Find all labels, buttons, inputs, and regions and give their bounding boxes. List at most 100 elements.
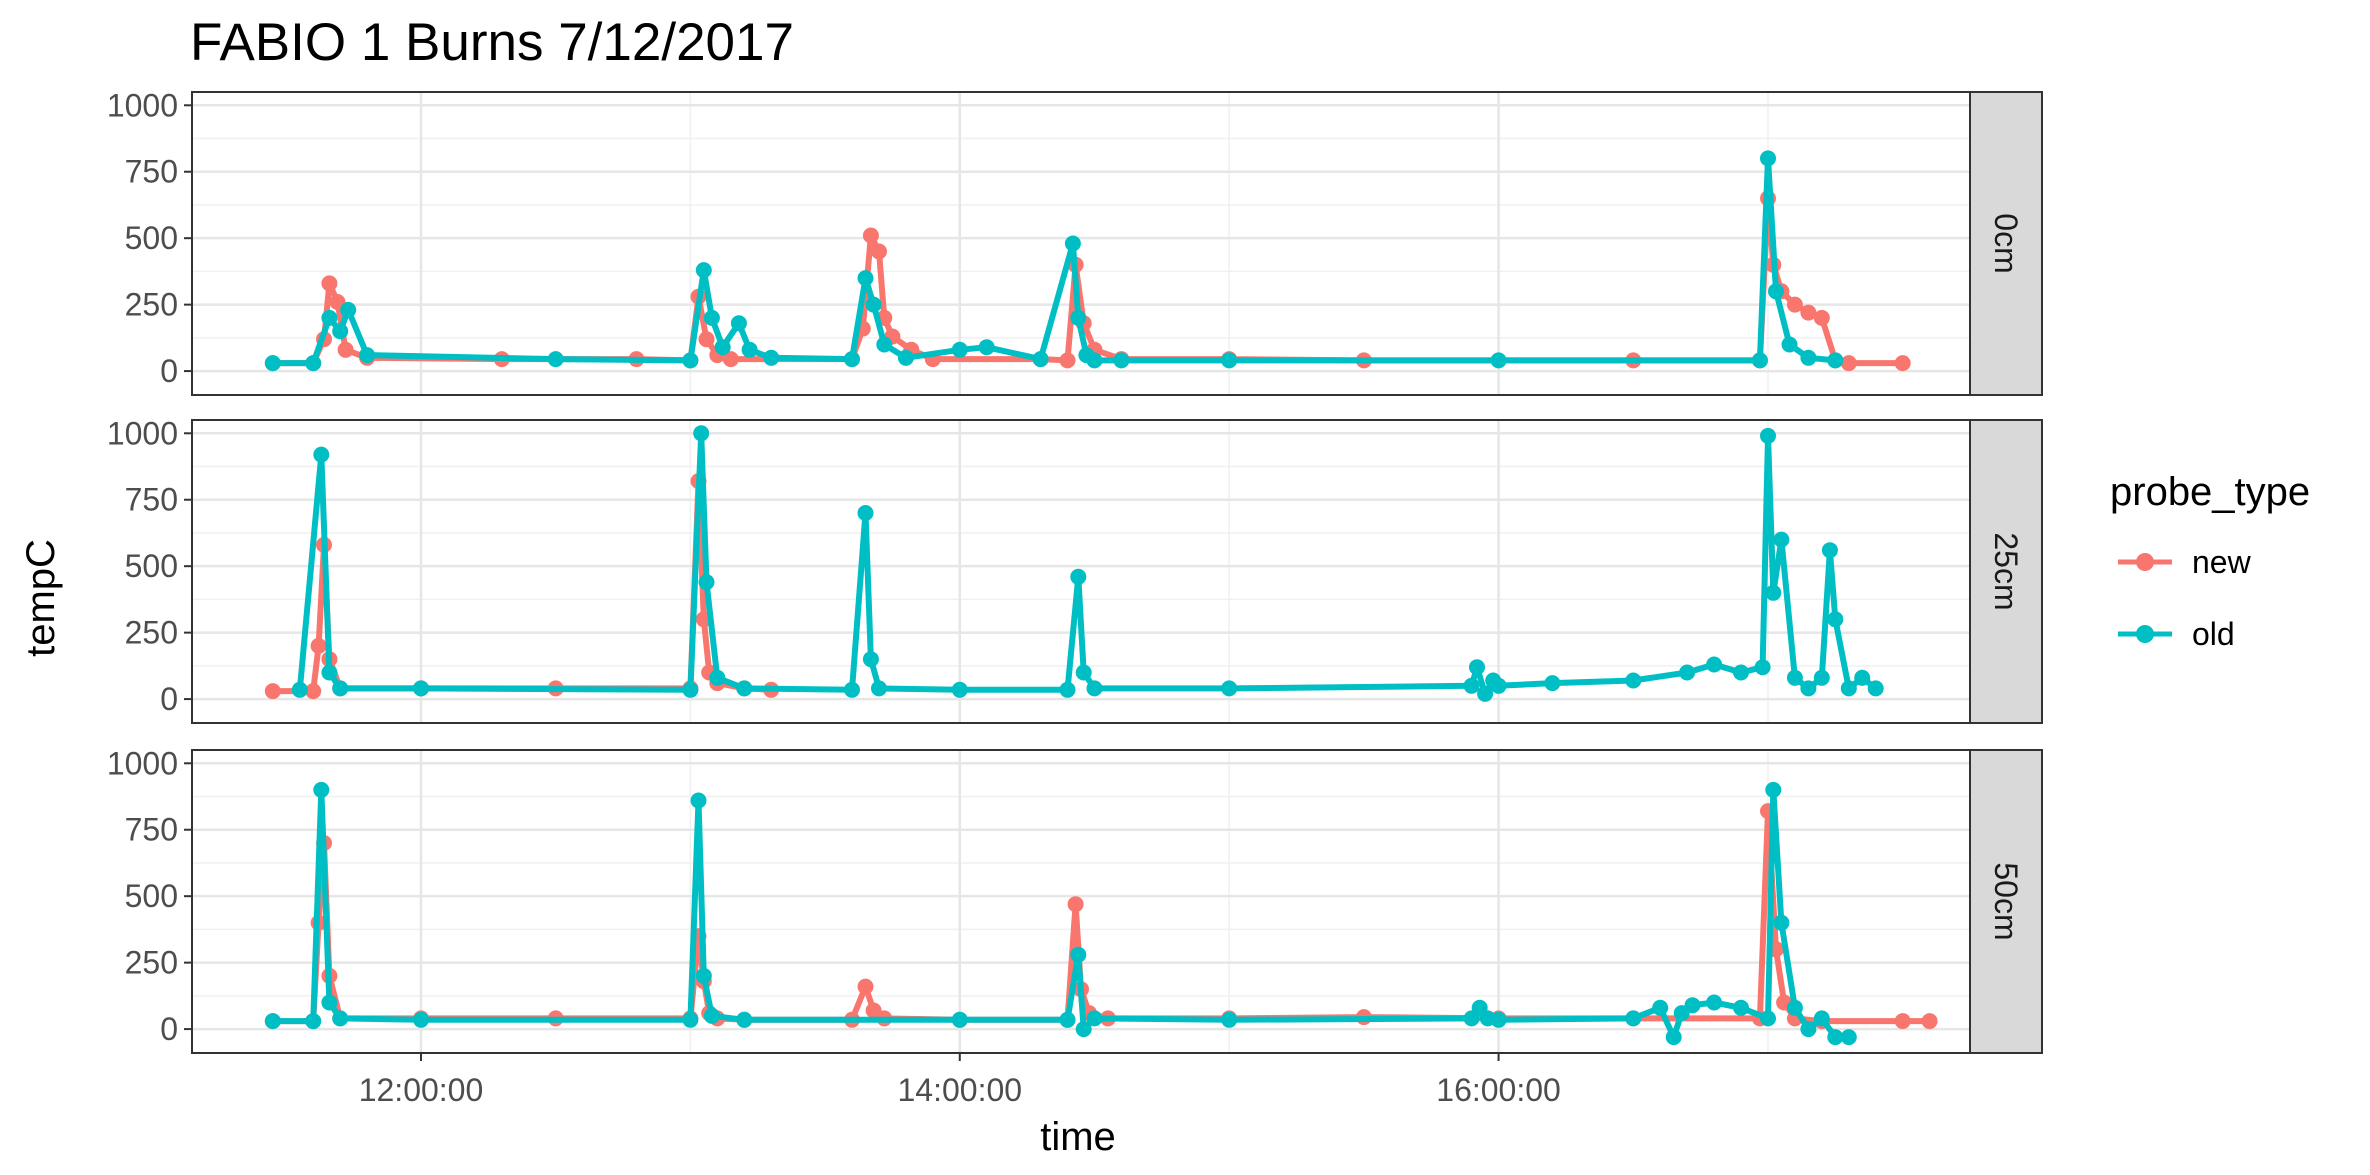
legend-label: new (2192, 544, 2252, 580)
y-tick-label: 1000 (107, 415, 178, 451)
data-point-new (1786, 296, 1803, 313)
data-point-old (1032, 351, 1049, 368)
x-tick-label: 16:00:00 (1436, 1072, 1561, 1108)
data-point-old (1086, 680, 1103, 697)
data-point-old (690, 792, 707, 809)
data-point-old (1821, 542, 1838, 559)
data-point-old (1490, 352, 1507, 369)
data-point-old (1800, 349, 1817, 366)
facet-panel-50cm: 0 250 500 750 1000 50cm (107, 745, 2043, 1054)
legend-items: new old (2118, 544, 2252, 652)
data-point-old (1827, 352, 1844, 369)
data-point-old (695, 967, 712, 984)
data-point-old (1706, 656, 1723, 673)
y-tick-label: 500 (125, 548, 178, 584)
facet-strip-label: 50cm (1988, 862, 2024, 940)
data-point-old (1665, 1029, 1682, 1046)
data-point-old (1760, 427, 1776, 444)
data-point-old (340, 301, 357, 318)
data-point-old (305, 355, 322, 372)
data-point-old (1059, 681, 1076, 698)
data-point-old (693, 425, 710, 442)
y-tick-label: 750 (125, 154, 178, 190)
data-point-new (1840, 355, 1857, 372)
data-point-old (1463, 677, 1480, 694)
data-point-old (1827, 611, 1844, 628)
facet-strip (1969, 419, 2043, 724)
data-point-old (871, 680, 887, 697)
data-point-old (359, 347, 376, 364)
data-point-old (736, 1011, 753, 1028)
legend-item-new: new (2118, 544, 2252, 580)
data-point-new (1059, 352, 1076, 369)
data-point-old (321, 664, 338, 681)
data-point-old (736, 680, 753, 697)
data-point-new (321, 275, 338, 292)
data-point-old (682, 681, 699, 698)
data-point-old (1733, 664, 1749, 681)
data-point-old (1086, 1010, 1103, 1027)
data-point-old (703, 309, 720, 326)
data-point-old (332, 1010, 349, 1027)
data-point-old (321, 309, 338, 326)
data-point-old (1490, 677, 1507, 694)
y-tick-label: 1000 (107, 87, 178, 123)
data-point-old (1840, 680, 1857, 697)
data-point-new (1894, 1013, 1911, 1030)
data-point-old (741, 341, 758, 358)
data-point-old (1113, 352, 1130, 369)
facet-strip (1969, 749, 2043, 1054)
data-point-new (1800, 304, 1817, 321)
data-point-old (1075, 664, 1092, 681)
data-point-old (1070, 309, 1087, 326)
data-point-old (844, 351, 860, 368)
data-point-old (682, 1011, 699, 1028)
data-point-new (871, 243, 887, 260)
data-point-old (951, 681, 968, 698)
data-point-old (1751, 352, 1768, 369)
data-point-new (698, 331, 715, 348)
data-point-old (1773, 531, 1790, 548)
data-point-old (1733, 999, 1749, 1016)
y-tick-label: 0 (160, 681, 178, 717)
data-point-old (844, 681, 860, 698)
data-point-old (332, 680, 349, 697)
data-point-old (1490, 1011, 1507, 1028)
data-point-new (337, 341, 354, 358)
data-point-old (413, 1011, 429, 1028)
data-point-old (1800, 1021, 1817, 1038)
data-point-old (1221, 680, 1238, 697)
data-point-old (1706, 994, 1723, 1011)
data-point-old (709, 669, 726, 686)
data-point-old (1800, 680, 1817, 697)
legend-key-point (2136, 553, 2154, 571)
data-point-old (264, 355, 281, 372)
data-point-old (1086, 352, 1103, 369)
data-point-old (1064, 235, 1081, 252)
data-point-new (1813, 309, 1830, 326)
data-point-old (865, 296, 882, 313)
legend-key-point (2136, 625, 2154, 643)
data-point-old (857, 270, 874, 287)
data-point-old (321, 994, 338, 1011)
data-point-old (1469, 659, 1485, 676)
data-point-new (1921, 1013, 1938, 1030)
data-point-old (862, 651, 879, 668)
data-point-old (264, 1013, 281, 1030)
facet-panels: 0 250 500 750 1000 0cm 0 250 500 750 1000 25cm 0 250 5… (107, 87, 2043, 1054)
facet-strip-label: 0cm (1988, 213, 2024, 273)
panel-background (192, 92, 1970, 395)
data-point-old (1827, 1029, 1844, 1046)
data-point-old (1070, 568, 1087, 585)
data-point-old (1813, 669, 1830, 686)
data-point-old (1221, 352, 1238, 369)
data-point-old (876, 336, 893, 353)
data-point-new (1067, 896, 1084, 913)
data-point-old (1625, 672, 1642, 689)
data-point-old (703, 1007, 720, 1024)
data-point-old (1059, 1011, 1076, 1028)
data-point-old (1070, 946, 1087, 963)
y-tick-label: 250 (125, 945, 178, 981)
x-tick-label: 12:00:00 (359, 1072, 484, 1108)
data-point-old (1221, 1011, 1238, 1028)
